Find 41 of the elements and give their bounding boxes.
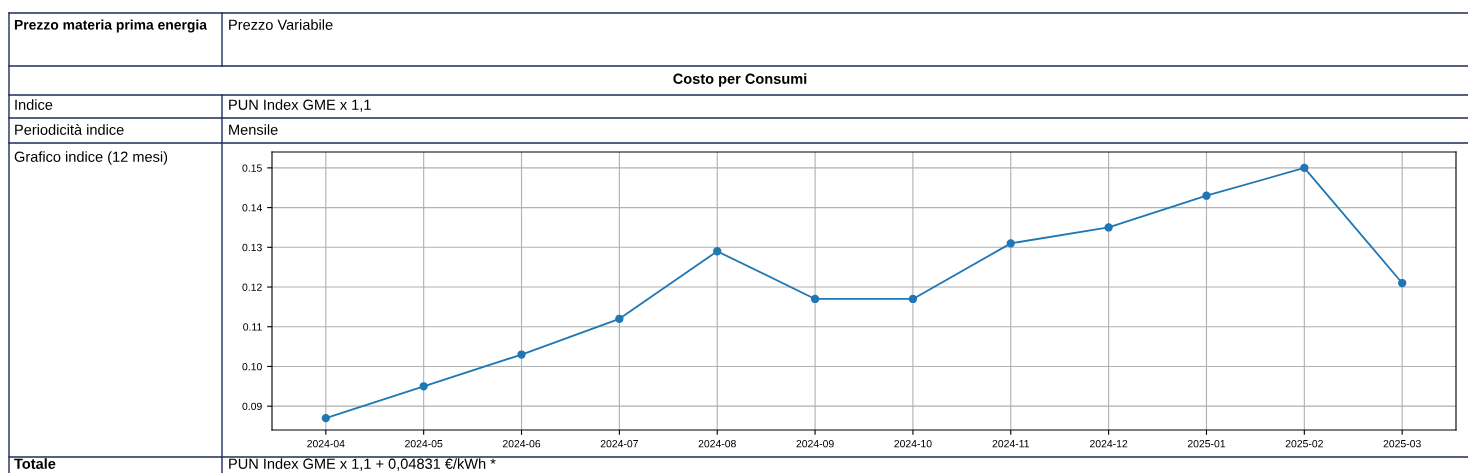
point [419, 382, 428, 391]
point [908, 294, 918, 304]
text: Prezzo Variabile [229, 19, 333, 30]
text: Mensile [229, 124, 278, 135]
point [810, 294, 820, 304]
x-tick-label: 2024-05 [405, 440, 443, 448]
x-tick-label: 2024-08 [698, 440, 736, 448]
x-tick-label: 2024-09 [796, 440, 834, 448]
point [1006, 239, 1015, 248]
y-tick-label: 0.15 [242, 164, 262, 172]
text: PUN Index GME x 1,1 [229, 99, 371, 112]
text: PUN Index GME x 1,1 + 0,04831 €/kWh * [229, 458, 496, 471]
point [517, 350, 526, 359]
x-tick-label: 2024-06 [502, 440, 541, 448]
x-tick-label: 2024-12 [1090, 440, 1128, 448]
x-tick-label: 2025-02 [1285, 440, 1323, 448]
text: Prezzo materia prima energia [14, 19, 208, 33]
y-tick-label: 0.14 [242, 204, 262, 212]
point [321, 413, 330, 423]
text: Indice [15, 99, 53, 110]
text: Costo per Consumi [673, 73, 807, 87]
point [1104, 223, 1113, 232]
x-tick-label: 2025-03 [1383, 440, 1421, 448]
y-tick-label: 0.11 [243, 323, 262, 331]
x-tick-label: 2024-11 [992, 440, 1029, 448]
text: Grafico indice (12 mesi) [14, 151, 168, 165]
point [615, 314, 624, 323]
x-tick-label: 2024-04 [307, 440, 345, 448]
point [1398, 278, 1407, 288]
text: Periodicità indice [15, 124, 124, 135]
point [1300, 163, 1309, 173]
y-tick-label: 0.13 [242, 243, 262, 252]
x-tick-label: 2025-01 [1187, 440, 1226, 448]
x-tick-label: 2024-07 [600, 440, 638, 448]
x-tick-label: 2024-10 [894, 440, 932, 448]
y-tick-label: 0.10 [242, 362, 262, 371]
text: Totale [14, 458, 56, 469]
point [1202, 191, 1211, 200]
point [713, 247, 722, 256]
y-tick-label: 0.09 [242, 402, 262, 411]
y-tick-label: 0.12 [242, 283, 262, 291]
